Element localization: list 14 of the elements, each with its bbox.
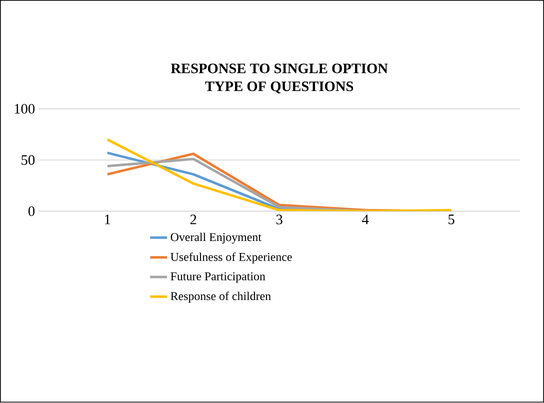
- legend-label: Overall Enjoyment: [170, 232, 262, 244]
- x-tick-label: 4: [362, 214, 369, 224]
- x-tick-label: 1: [105, 214, 110, 224]
- x-tick-label: 5: [448, 214, 454, 224]
- y-tick-label: 50: [22, 155, 35, 166]
- legend-label: Future Participation: [170, 272, 266, 283]
- x-tick-label: 2: [190, 214, 196, 224]
- legend-label: Usefulness of Experience: [170, 252, 292, 264]
- legend-label: Response of children: [170, 292, 271, 303]
- chart-title: RESPONSE TO SINGLE OPTION TYPE OF QUESTIONS: [170, 64, 388, 94]
- x-tick-label: 3: [276, 214, 282, 225]
- y-tick-label: 100: [14, 104, 35, 114]
- line-series: [106, 138, 453, 212]
- y-tick-label: 0: [28, 206, 35, 216]
